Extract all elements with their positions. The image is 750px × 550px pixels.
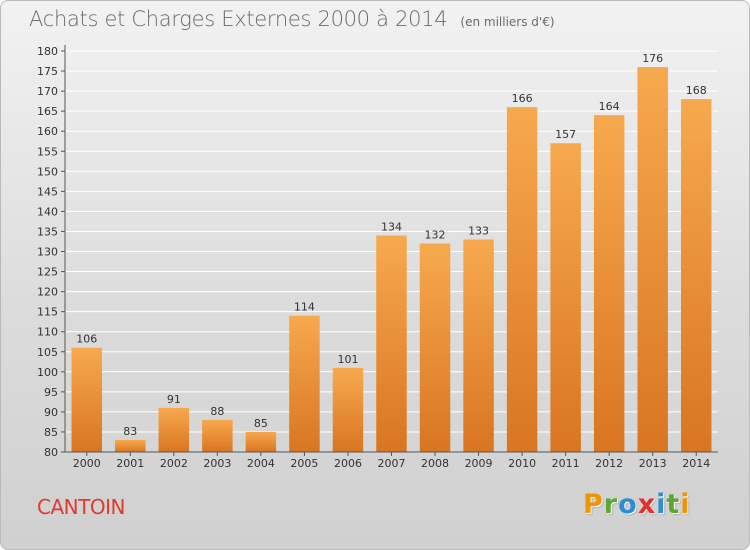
bar-2007 — [376, 235, 407, 452]
value-label-2005: 114 — [294, 301, 315, 314]
y-tick-label: 110 — [37, 326, 58, 339]
y-tick-label: 170 — [37, 85, 58, 98]
chart-unit: (en milliers d'€) — [460, 15, 555, 29]
y-tick-label: 135 — [37, 225, 58, 238]
y-tick-label: 150 — [37, 165, 58, 178]
x-tick-label-2009: 2009 — [465, 457, 493, 470]
value-label-2002: 91 — [167, 393, 181, 406]
value-label-2003: 88 — [210, 405, 224, 418]
bar-2014 — [680, 99, 712, 453]
logo-letter: P — [583, 489, 604, 520]
value-label-2001: 83 — [123, 425, 137, 438]
y-tick-label: 80 — [44, 446, 58, 459]
bar-2009 — [463, 239, 494, 452]
value-label-2010: 166 — [512, 92, 533, 105]
x-tick-label-2003: 2003 — [203, 457, 231, 470]
y-tick-label: 125 — [37, 266, 58, 279]
x-tick-label-2005: 2005 — [290, 457, 318, 470]
bar-2010 — [506, 107, 538, 452]
logo-letter: t — [666, 489, 681, 520]
bar-2008 — [419, 243, 451, 452]
x-tick-label-2011: 2011 — [552, 457, 580, 470]
bar-2013 — [637, 67, 668, 452]
value-label-2011: 157 — [555, 128, 576, 141]
bar-2005 — [289, 315, 320, 452]
bars — [71, 67, 712, 453]
y-tick-label: 120 — [37, 286, 58, 299]
logo-letter: o — [618, 489, 638, 520]
proxiti-logo: Proxiti — [583, 489, 691, 520]
x-tick-label-2006: 2006 — [334, 457, 362, 470]
x-tick-label-2014: 2014 — [682, 457, 710, 470]
x-tick-label-2013: 2013 — [639, 457, 667, 470]
bar-2004 — [245, 431, 277, 452]
y-tick-label: 140 — [37, 205, 58, 218]
labels: 80 85 90 95 100 105 110 115 120 125 130 135 140 145 15… — [37, 45, 710, 470]
value-label-2006: 101 — [337, 353, 358, 366]
x-tick-label-2010: 2010 — [508, 457, 536, 470]
x-tick-label-2001: 2001 — [116, 457, 144, 470]
bar-2003 — [202, 419, 233, 452]
logo-letter: x — [637, 489, 657, 520]
y-tick-label: 85 — [44, 426, 58, 439]
y-tick-label: 160 — [37, 125, 58, 138]
y-tick-label: 165 — [37, 105, 58, 118]
commune-name: CANTOIN — [37, 495, 125, 519]
value-label-2000: 106 — [76, 333, 97, 346]
y-tick-label: 130 — [37, 246, 58, 259]
chart-title: Achats et Charges Externes 2000 à 2014 — [29, 7, 448, 31]
bar-2012 — [593, 115, 625, 452]
value-label-2007: 134 — [381, 220, 402, 233]
y-tick-label: 145 — [37, 185, 58, 198]
x-tick-label-2002: 2002 — [160, 457, 188, 470]
y-tick-label: 105 — [37, 346, 58, 359]
y-tick-label: 95 — [44, 386, 58, 399]
value-label-2013: 176 — [642, 52, 663, 65]
logo-letter: r — [603, 489, 619, 520]
value-label-2008: 132 — [425, 228, 446, 241]
axes — [61, 45, 718, 456]
y-tick-label: 115 — [37, 306, 58, 319]
value-label-2004: 85 — [254, 417, 268, 430]
bar-2011 — [550, 143, 581, 453]
y-tick-label: 155 — [37, 145, 58, 158]
x-tick-label-2008: 2008 — [421, 457, 449, 470]
x-tick-label-2012: 2012 — [595, 457, 623, 470]
x-tick-label-2004: 2004 — [247, 457, 275, 470]
value-label-2009: 133 — [468, 224, 489, 237]
x-tick-label-2000: 2000 — [73, 457, 101, 470]
y-tick-label: 175 — [37, 65, 58, 78]
y-tick-label: 90 — [44, 406, 58, 419]
chart-title-row: Achats et Charges Externes 2000 à 2014 (… — [29, 7, 555, 31]
logo-letter: i — [680, 489, 691, 520]
bar-2002 — [158, 407, 190, 452]
bar-2000 — [71, 347, 103, 452]
value-label-2014: 168 — [686, 84, 707, 97]
bar-2006 — [332, 367, 364, 452]
bar-2001 — [115, 439, 146, 452]
y-tick-label: 100 — [37, 366, 58, 379]
logo-letter: i — [656, 489, 667, 520]
y-tick-label: 180 — [37, 45, 58, 58]
x-tick-label-2007: 2007 — [378, 457, 406, 470]
value-label-2012: 164 — [599, 100, 620, 113]
